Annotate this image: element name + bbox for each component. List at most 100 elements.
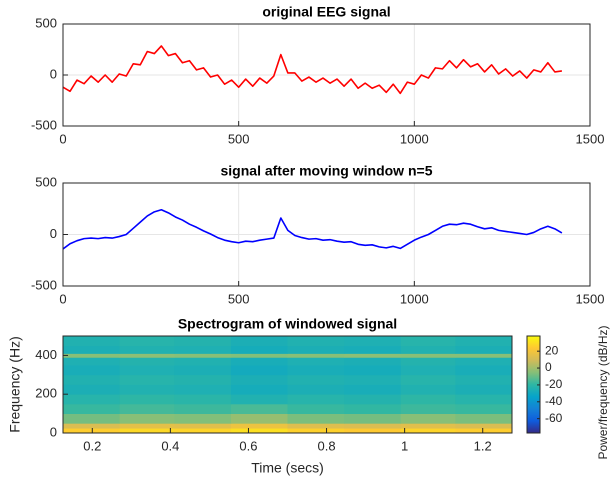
spectrogram-cell — [287, 365, 345, 376]
spectrogram-cell — [119, 403, 175, 414]
spectrogram-cell — [63, 336, 121, 347]
spectrogram-cell — [230, 374, 288, 385]
y-tick-label: -500 — [31, 277, 57, 292]
x-tick-label: 0 — [59, 131, 66, 146]
spectrogram-cell — [344, 403, 402, 414]
spectrogram-cell — [63, 365, 121, 376]
y-tick-label: 0 — [50, 226, 57, 241]
spectrogram-cell — [63, 423, 121, 429]
x-tick-label: 1000 — [400, 131, 429, 146]
x-tick-label: 1500 — [576, 291, 605, 306]
spectrogram-cell — [344, 413, 402, 424]
spectrogram-cell — [230, 394, 288, 405]
data-line — [62, 208, 563, 250]
spectrogram-cell — [119, 423, 175, 429]
x-tick-label: 500 — [228, 131, 250, 146]
spectrogram-cell — [174, 423, 232, 429]
spectrogram-cell — [230, 345, 288, 354]
spectrogram-cell — [287, 353, 345, 358]
spectrogram-cell — [287, 403, 345, 414]
spectrogram-cell — [400, 357, 456, 366]
spectrogram-cell — [230, 428, 288, 434]
spectrogram-cell — [455, 384, 513, 395]
spectrogram-cell — [174, 365, 232, 376]
colorbar-tick-label: -60 — [545, 411, 563, 425]
spectrogram-cell — [174, 374, 232, 385]
y-tick-label: 200 — [35, 386, 57, 401]
spectrogram-cell — [230, 423, 288, 429]
spectrogram-cell — [287, 428, 345, 434]
spectrogram-cell — [119, 353, 175, 358]
spectrogram-cell — [455, 413, 513, 424]
spectrogram-cell — [63, 428, 121, 434]
spectrogram-cell — [119, 357, 175, 366]
spectrogram-cell — [174, 357, 232, 366]
spectrogram-cell — [174, 428, 232, 434]
spectrogram-cell — [455, 357, 513, 366]
spectrogram-cell — [63, 374, 121, 385]
spectrogram-cell — [400, 428, 456, 434]
x-tick-label: 0.6 — [239, 438, 257, 453]
spectrogram-cell — [63, 413, 121, 424]
chart-title: original EEG signal — [262, 4, 390, 20]
spectrogram-cell — [344, 353, 402, 358]
spectrogram-cell — [455, 423, 513, 429]
x-tick-label: 0.8 — [318, 438, 336, 453]
x-tick-label: 0.4 — [161, 438, 179, 453]
spectrogram-cell — [287, 374, 345, 385]
spectrogram-cell — [230, 403, 288, 414]
spectrogram-cell — [230, 353, 288, 358]
spectrogram-cell — [344, 394, 402, 405]
spectrogram-cell — [400, 345, 456, 354]
spectrogram-cell — [230, 365, 288, 376]
spectrogram-cell — [455, 374, 513, 385]
spectrogram-cell — [287, 345, 345, 354]
axes-box — [62, 335, 513, 434]
spectrogram-cell — [230, 413, 288, 424]
y-tick-label: 0 — [50, 424, 57, 439]
spectrogram-cell — [344, 384, 402, 395]
spectrogram-cell — [344, 365, 402, 376]
spectrogram-cell — [287, 384, 345, 395]
x-tick-label: 1 — [401, 438, 408, 453]
spectrogram-cell — [119, 365, 175, 376]
spectrogram-cell — [400, 336, 456, 347]
spectrogram-cell — [344, 423, 402, 429]
axes-box — [62, 182, 591, 287]
spectrogram-cell — [400, 403, 456, 414]
axes-box — [62, 23, 591, 127]
spectrogram-cell — [400, 365, 456, 376]
spectrogram-cell — [344, 374, 402, 385]
spectrogram-cell — [400, 374, 456, 385]
spectrogram-cell — [174, 336, 232, 347]
spectrogram-cell — [455, 403, 513, 414]
x-tick-label: 0 — [59, 291, 66, 306]
spectrogram-cell — [63, 353, 121, 358]
spectrogram-cell — [344, 428, 402, 434]
spectrogram-cell — [455, 353, 513, 358]
spectrogram-cell — [63, 403, 121, 414]
spectrogram-cell — [400, 394, 456, 405]
y-tick-label: 400 — [35, 347, 57, 362]
spectrogram-cell — [230, 384, 288, 395]
spectrogram-cell — [119, 394, 175, 405]
spectrogram-cell — [344, 336, 402, 347]
spectrogram-cell — [400, 384, 456, 395]
spectrogram-cell — [287, 394, 345, 405]
spectrogram-cell — [344, 357, 402, 366]
spectrogram-cell — [119, 384, 175, 395]
spectrogram-cell — [287, 336, 345, 347]
spectrogram-cell — [455, 336, 513, 347]
y-tick-label: 500 — [35, 174, 57, 189]
x-tick-label: 1500 — [576, 131, 605, 146]
spectrogram-cell — [63, 384, 121, 395]
spectrogram-cell — [400, 353, 456, 358]
x-tick-label: 1.2 — [474, 438, 492, 453]
x-tick-label: 0.2 — [83, 438, 101, 453]
y-tick-label: -500 — [31, 117, 57, 132]
colorbar-tick-label: 20 — [545, 343, 559, 357]
spectrogram-cell — [287, 357, 345, 366]
x-tick-label: 1000 — [400, 291, 429, 306]
spectrogram-cell — [119, 413, 175, 424]
